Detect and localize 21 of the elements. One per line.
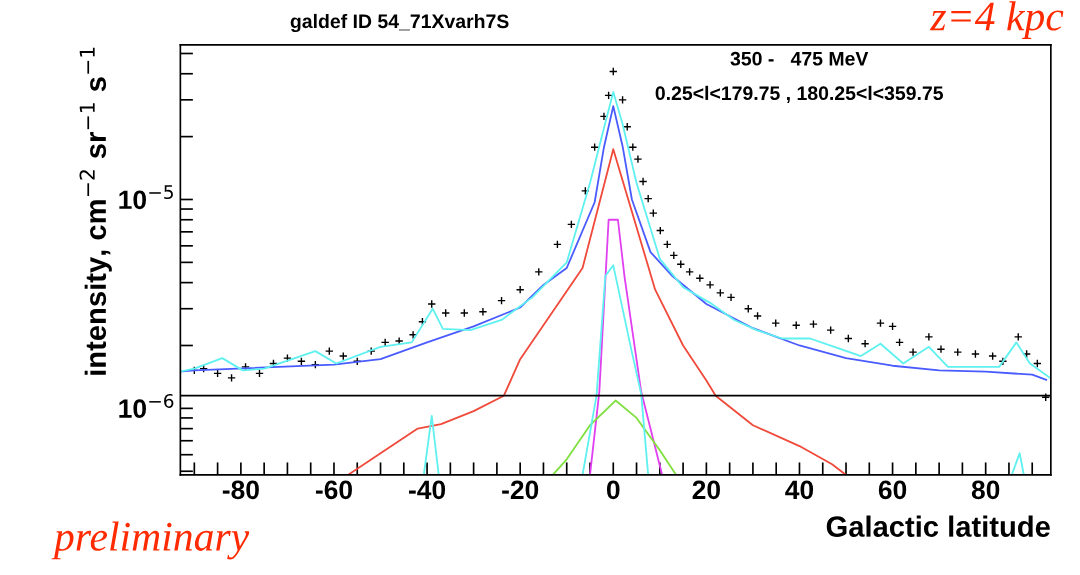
y-tick-label: 10$^{−5}$ bbox=[119, 185, 173, 210]
text: preliminary bbox=[51, 521, 250, 560]
x-tick-label: 20 bbox=[692, 480, 720, 500]
y-tick-label: 10$^{−6}$ bbox=[119, 393, 174, 418]
line-series bbox=[347, 148, 847, 475]
text: z=4 kpc bbox=[929, 1, 1064, 40]
x-tick-label: 80 bbox=[971, 480, 1000, 500]
line-series bbox=[589, 218, 664, 475]
x-axis-title: Galactic latitude bbox=[826, 515, 1050, 537]
x-tick-label: 40 bbox=[785, 480, 814, 500]
chart-title: galdef ID 54_71Xvarh7S bbox=[290, 13, 509, 33]
y-axis-title: intensity, cm$^{−2}$ sr$^{−1}$ s$^{−1}$ bbox=[79, 47, 112, 375]
x-tick-label: -20 bbox=[502, 480, 539, 500]
x-tick-label: 60 bbox=[878, 480, 907, 500]
x-tick-label: -40 bbox=[409, 480, 446, 500]
line-series bbox=[551, 399, 678, 475]
annotation: 350 - 475 MeV bbox=[730, 51, 869, 66]
x-tick-label: -80 bbox=[222, 480, 259, 500]
annotation: 0.25<l<179.75 , 180.25<l<359.75 bbox=[655, 85, 944, 103]
x-tick-label: -60 bbox=[315, 480, 352, 500]
x-tick-label: 0 bbox=[606, 480, 620, 500]
